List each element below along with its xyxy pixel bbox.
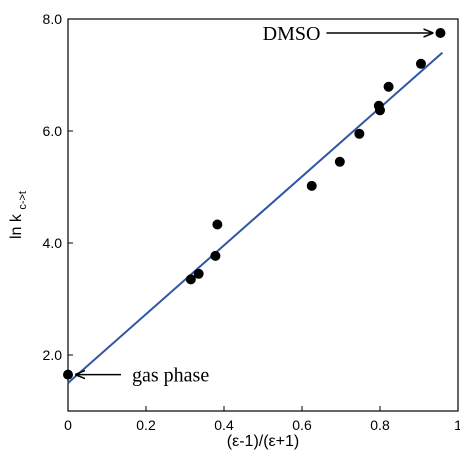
x-tick-label: 1 [454, 417, 460, 433]
annotation-dmso: DMSO [263, 23, 321, 45]
data-points [63, 28, 446, 380]
y-tick-label: 6.0 [43, 123, 63, 139]
data-point [212, 219, 223, 230]
annotation-gas-phase: gas phase [132, 365, 209, 387]
x-axis-title: (ε-1)/(ε+1) [227, 433, 300, 450]
y-axis-title-subscript: c->t [17, 191, 29, 210]
data-point [415, 58, 426, 69]
data-point [375, 105, 385, 116]
y-tick-label: 4.0 [43, 235, 63, 251]
data-point [435, 28, 446, 38]
data-point [63, 369, 73, 380]
svg-text:ln k c->t: ln k c->t [8, 191, 29, 239]
data-point [210, 250, 221, 261]
data-point [354, 128, 365, 139]
x-tick-label: 0.8 [370, 417, 390, 433]
y-tick-label: 2.0 [43, 347, 63, 363]
y-axis-title-main: ln k [8, 213, 25, 239]
plot-frame [67, 18, 459, 412]
data-point [334, 156, 345, 167]
x-tick-label: 0.6 [292, 417, 312, 433]
data-point [383, 81, 394, 92]
fit-line [67, 51, 444, 384]
x-tick-label: 0.4 [214, 417, 234, 433]
data-point [185, 274, 196, 285]
y-tick-label: 8.0 [43, 11, 63, 27]
x-tick-label: 0.2 [136, 417, 156, 433]
x-tick-label: 0 [64, 417, 72, 433]
annotations: DMSO gas phase [76, 23, 432, 387]
y-axis-title: ln k c->t [8, 191, 29, 239]
data-point [306, 180, 317, 191]
data-point [193, 268, 204, 279]
axis-ticks: 0 0.2 0.4 0.6 0.8 1 2.0 4.0 6.0 8.0 [43, 11, 460, 433]
